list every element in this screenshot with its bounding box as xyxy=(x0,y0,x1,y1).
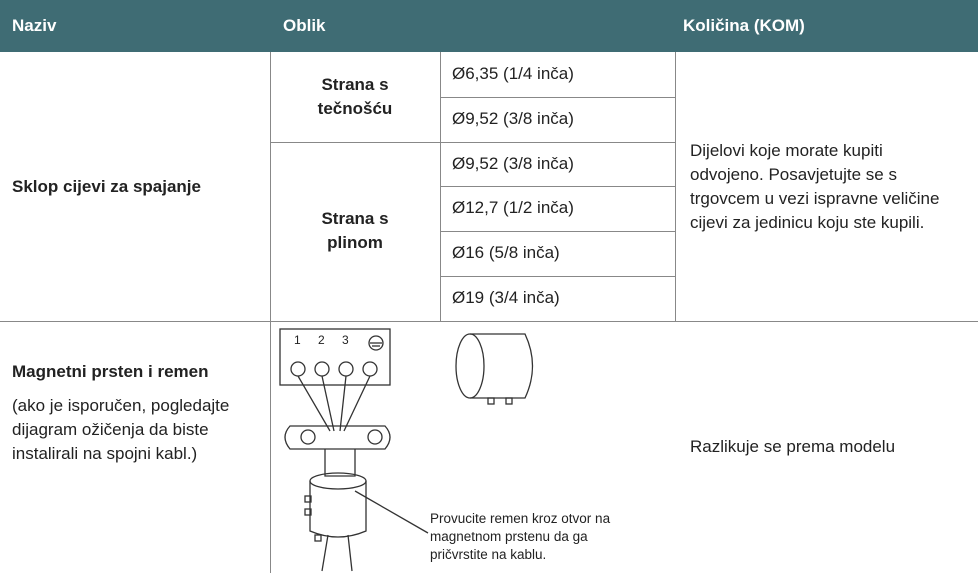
border xyxy=(0,321,978,322)
header-cell: Naziv xyxy=(12,16,57,35)
terminal-label: 1 xyxy=(294,333,301,347)
size: Ø9,52 (3/8 inča) xyxy=(452,108,574,128)
size: Ø9,52 (3/8 inča) xyxy=(452,153,574,173)
illustration xyxy=(279,328,534,572)
terminal-label: 3 xyxy=(342,333,349,347)
header-cell: Količina (KOM) xyxy=(683,16,805,35)
size: Ø16 (5/8 inča) xyxy=(452,243,560,263)
size: Ø12,7 (1/2 inča) xyxy=(452,198,574,218)
quantity: Dijelovi koje morate kupiti odvojeno. Po… xyxy=(690,140,940,232)
border xyxy=(440,276,675,277)
group-label: Strana s tečnošću xyxy=(317,74,393,118)
row-note: (ako je isporučen, pogledajte dijagram o… xyxy=(12,396,230,463)
terminal-label: 2 xyxy=(318,333,325,347)
group-label: Strana s plinom xyxy=(321,209,389,253)
border xyxy=(675,52,676,321)
row-name: Magnetni prsten i remen xyxy=(12,362,209,381)
quantity: Razlikuje se prema modelu xyxy=(690,437,896,456)
row-name: Sklop cijevi za spajanje xyxy=(12,176,201,196)
border xyxy=(440,96,675,98)
border xyxy=(270,141,675,143)
border xyxy=(270,52,271,573)
size: Ø6,35 (1/4 inča) xyxy=(452,64,574,83)
header-bar xyxy=(0,0,978,52)
caption: Provucite remen kroz otvor na magnetnom … xyxy=(430,511,611,562)
header-cell: Oblik xyxy=(283,16,326,35)
size: Ø19 (3/4 inča) xyxy=(452,288,560,307)
border xyxy=(440,186,675,188)
border xyxy=(440,231,675,233)
